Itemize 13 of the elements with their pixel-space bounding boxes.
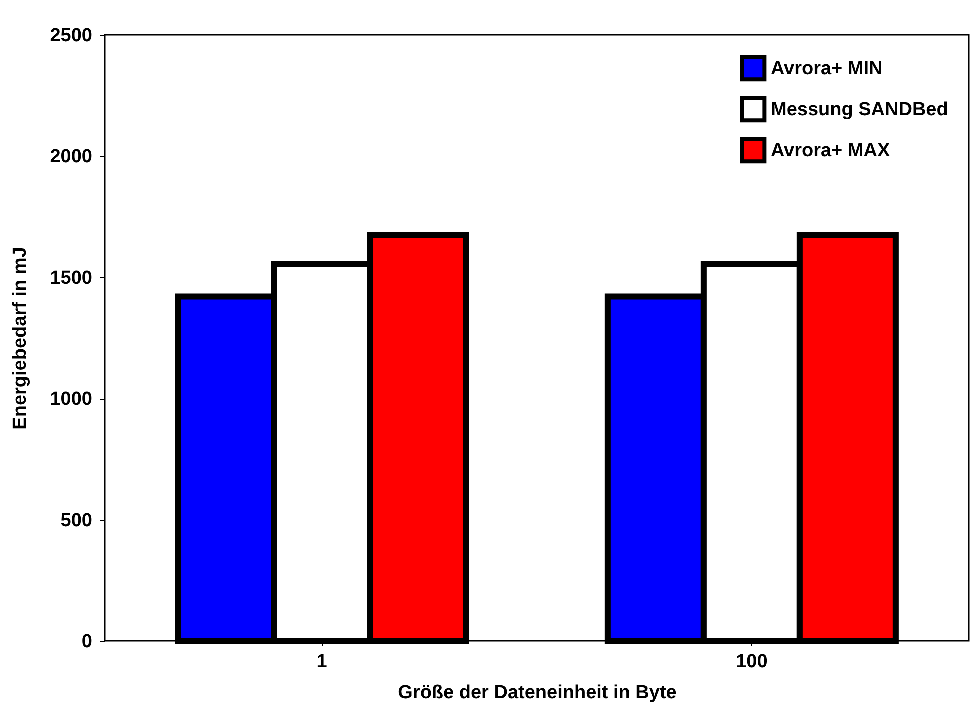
legend-label: Messung SANDBed: [771, 100, 948, 120]
y-tick-label: 0: [82, 632, 92, 652]
y-tick-label: 1000: [50, 389, 92, 410]
y-tick-label: 2000: [50, 146, 92, 168]
x-axis-title: Größe der Dateneinheit in Byte: [398, 682, 677, 704]
y-tick-label: 2500: [50, 26, 92, 46]
y-tick-label: 1500: [50, 268, 92, 289]
y-axis-title: Energiebedarf in mJ: [10, 247, 32, 430]
legend-label: Avrora+ MIN: [771, 58, 883, 80]
x-tick-label: 1: [316, 652, 328, 672]
x-tick-label: 100: [736, 652, 768, 672]
legend-label: Avrora+ MAX: [771, 140, 890, 162]
y-tick-label: 500: [60, 510, 92, 532]
